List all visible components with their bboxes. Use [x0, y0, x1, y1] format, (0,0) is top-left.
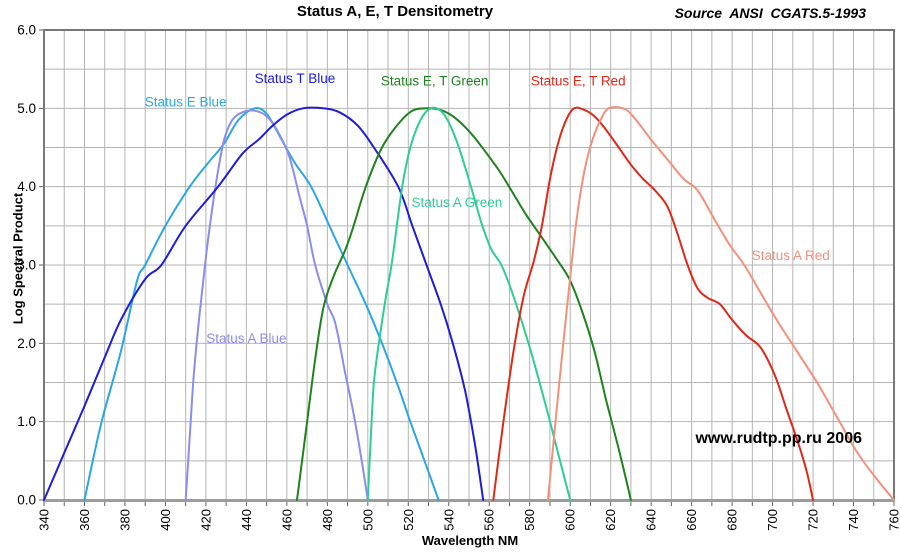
- curve-status-e-blue: [83, 107, 440, 501]
- x-tick-label: 500: [360, 509, 375, 531]
- x-tick-label: 720: [806, 509, 821, 531]
- curve-label-status-e-t-red: Status E, T Red: [531, 73, 626, 88]
- x-tick-label: 480: [320, 509, 335, 531]
- chart-title: Status A, E, T Densitometry: [296, 3, 494, 20]
- source-note: Source ANSI CGATS.5-1993: [674, 5, 866, 21]
- curve-status-a-blue: [184, 109, 369, 501]
- x-tick-label: 660: [684, 509, 699, 531]
- curve-status-e-t-red: [492, 106, 814, 501]
- x-tick-label: 360: [77, 509, 92, 531]
- x-tick-label: 680: [725, 509, 740, 531]
- x-tick-label: 580: [522, 509, 537, 531]
- curve-label-status-e-blue: Status E Blue: [145, 95, 227, 110]
- curve-status-e-t-green: [295, 107, 632, 501]
- y-tick-label: 1.0: [17, 414, 36, 429]
- curve-label-status-a-green: Status A Green: [411, 195, 502, 210]
- curve-label-status-a-red: Status A Red: [752, 248, 830, 263]
- x-tick-label: 620: [603, 509, 618, 531]
- y-tick-label: 6.0: [17, 23, 36, 38]
- x-tick-label: 340: [37, 509, 52, 531]
- x-tick-label: 760: [887, 509, 900, 531]
- x-tick-label: 380: [117, 509, 132, 531]
- x-tick-label: 400: [158, 509, 173, 531]
- curve-label-status-a-blue: Status A Blue: [206, 331, 286, 346]
- curve-label-status-t-blue: Status T Blue: [255, 71, 336, 86]
- y-tick-label: 3.0: [17, 258, 36, 273]
- x-tick-label: 420: [198, 509, 213, 531]
- x-tick-label: 540: [441, 509, 456, 531]
- curve-status-a-green: [366, 106, 572, 501]
- x-tick-label: 440: [239, 509, 254, 531]
- y-axis-title: Log Spectral Product: [10, 192, 26, 325]
- y-tick-label: 5.0: [17, 101, 36, 116]
- watermark: www.rudtp.pp.ru 2006: [695, 430, 862, 447]
- y-tick-label: 0.0: [17, 493, 36, 508]
- curve-status-a-red: [546, 106, 895, 501]
- curve-status-t-blue: [43, 106, 485, 501]
- x-tick-label: 460: [279, 509, 294, 531]
- x-tick-label: 560: [482, 509, 497, 531]
- x-tick-label: 600: [563, 509, 578, 531]
- x-tick-label: 640: [644, 509, 659, 531]
- y-tick-label: 2.0: [17, 336, 36, 351]
- x-axis-line: [43, 499, 895, 502]
- x-tick-label: 740: [846, 509, 861, 531]
- y-tick-label: 4.0: [17, 179, 36, 194]
- x-tick-label: 520: [401, 509, 416, 531]
- x-tick-label: 700: [765, 509, 780, 531]
- curve-label-status-e-t-green: Status E, T Green: [381, 73, 489, 88]
- x-axis-title: Wavelength NM: [421, 533, 519, 548]
